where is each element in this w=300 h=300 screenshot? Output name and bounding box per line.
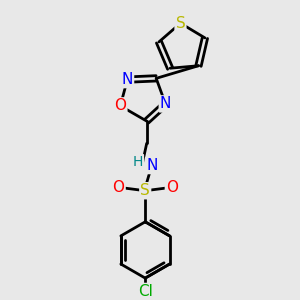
Text: O: O [166,180,178,195]
Text: O: O [114,98,126,113]
Text: Cl: Cl [138,284,153,299]
Text: O: O [112,180,124,195]
Text: N: N [122,72,133,87]
Text: N: N [146,158,158,173]
Text: N: N [160,96,171,111]
Text: H: H [133,155,143,169]
Text: S: S [140,183,150,198]
Text: S: S [176,16,185,31]
